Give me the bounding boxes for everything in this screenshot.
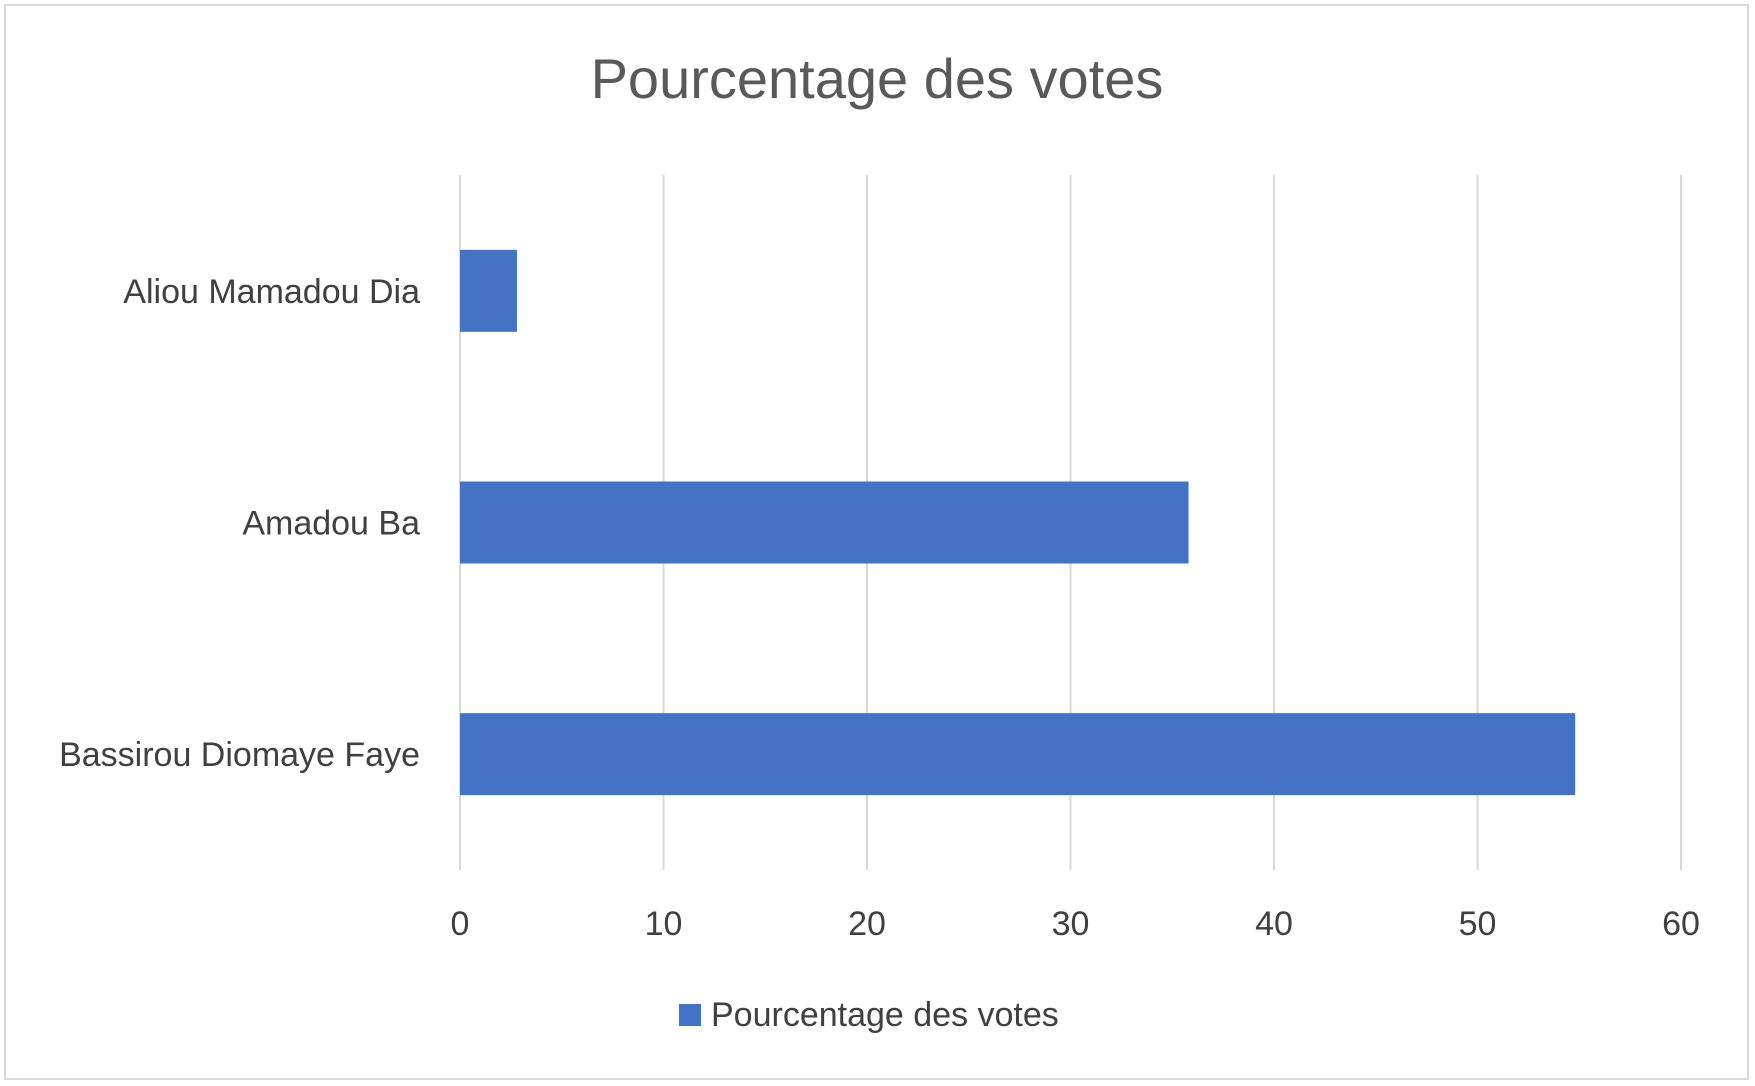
x-tick-label: 40 <box>1255 905 1293 943</box>
x-tick-label: 0 <box>451 905 470 943</box>
category-labels: Bassirou Diomaye Faye Amadou Ba Aliou Mama… <box>59 273 420 774</box>
x-tick-label: 50 <box>1459 905 1497 943</box>
x-tick-label: 60 <box>1662 905 1700 943</box>
bar <box>460 713 1576 796</box>
bar <box>460 481 1189 564</box>
legend: Pourcentage des votes <box>679 996 1059 1034</box>
x-tick-label: 20 <box>848 905 886 943</box>
category-label: Aliou Mamadou Dia <box>123 273 420 311</box>
x-axis-tick-labels: 0 10 20 30 40 50 60 <box>451 905 1700 943</box>
chart-title: Pourcentage des votes <box>591 47 1164 110</box>
bars <box>460 249 1576 796</box>
bar <box>460 249 517 332</box>
legend-label: Pourcentage des votes <box>711 996 1059 1034</box>
category-label: Amadou Ba <box>242 505 420 543</box>
x-tick-label: 10 <box>645 905 683 943</box>
x-tick-label: 30 <box>1052 905 1090 943</box>
legend-swatch <box>679 1004 701 1026</box>
category-label: Bassirou Diomaye Faye <box>59 736 420 774</box>
